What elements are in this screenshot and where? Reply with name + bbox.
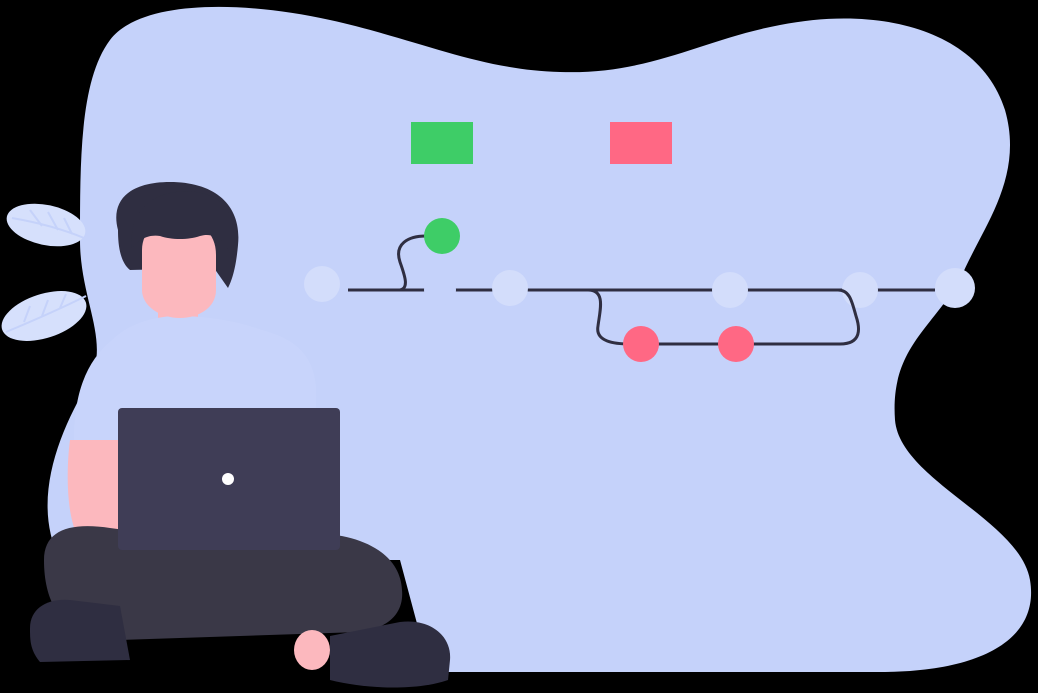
- person-with-laptop-icon: [30, 182, 451, 688]
- leaf-icon: [6, 203, 86, 247]
- green-commit-node: [424, 218, 460, 254]
- leaf-icon: [1, 291, 87, 341]
- main-branch-line: [304, 266, 975, 308]
- green-branch-card: [411, 122, 473, 164]
- red-commit-node: [718, 326, 754, 362]
- green-branch-curve: [397, 234, 427, 292]
- red-commit-node: [623, 326, 659, 362]
- laptop-icon: [118, 408, 340, 550]
- red-branch-card: [610, 122, 672, 164]
